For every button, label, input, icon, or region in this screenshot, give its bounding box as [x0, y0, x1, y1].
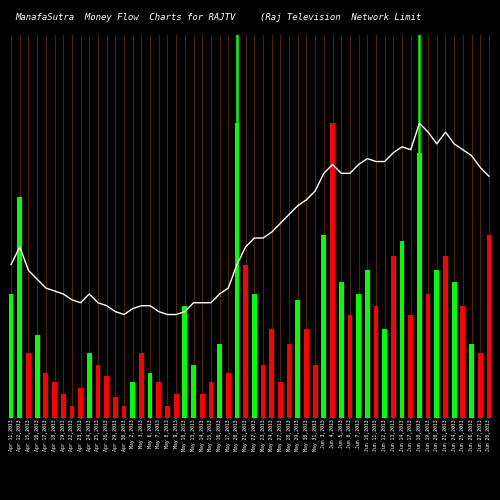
Bar — [304, 329, 309, 418]
Bar — [417, 152, 422, 418]
Bar — [226, 374, 230, 418]
Bar — [348, 314, 352, 418]
Text: (Raj Television  Network Limit: (Raj Television Network Limit — [260, 12, 421, 22]
Bar — [400, 241, 404, 418]
Bar — [313, 364, 318, 418]
Bar — [165, 406, 170, 417]
Bar — [452, 282, 456, 418]
Bar — [478, 353, 482, 418]
Bar — [52, 382, 57, 418]
Bar — [191, 364, 196, 418]
Bar — [260, 364, 266, 418]
Text: ManafaSutra  Money Flow  Charts for RAJTV: ManafaSutra Money Flow Charts for RAJTV — [15, 12, 235, 22]
Bar — [391, 256, 396, 418]
Bar — [217, 344, 222, 418]
Bar — [426, 294, 430, 418]
Bar — [26, 353, 31, 418]
Bar — [469, 344, 474, 418]
Bar — [139, 353, 144, 418]
Bar — [270, 329, 274, 418]
Bar — [234, 124, 240, 418]
Bar — [8, 294, 14, 418]
Bar — [200, 394, 204, 417]
Bar — [382, 329, 387, 418]
Bar — [460, 306, 465, 418]
Bar — [286, 344, 292, 418]
Bar — [148, 374, 152, 418]
Bar — [296, 300, 300, 418]
Bar — [44, 374, 48, 418]
Bar — [434, 270, 439, 418]
Bar — [104, 376, 109, 418]
Bar — [156, 382, 161, 418]
Bar — [130, 382, 135, 418]
Bar — [96, 364, 100, 418]
Bar — [78, 388, 83, 418]
Bar — [339, 282, 344, 418]
Bar — [87, 353, 92, 418]
Bar — [244, 264, 248, 418]
Bar — [61, 394, 66, 417]
Bar — [486, 235, 492, 418]
Bar — [113, 397, 117, 417]
Bar — [322, 235, 326, 418]
Bar — [408, 314, 413, 418]
Bar — [443, 256, 448, 418]
Bar — [208, 382, 214, 418]
Bar — [374, 306, 378, 418]
Bar — [35, 335, 40, 417]
Bar — [70, 406, 74, 417]
Bar — [122, 406, 126, 417]
Bar — [252, 294, 256, 418]
Bar — [174, 394, 178, 417]
Bar — [18, 197, 22, 418]
Bar — [330, 124, 335, 418]
Bar — [278, 382, 283, 418]
Bar — [182, 306, 187, 418]
Bar — [365, 270, 370, 418]
Bar — [356, 294, 361, 418]
